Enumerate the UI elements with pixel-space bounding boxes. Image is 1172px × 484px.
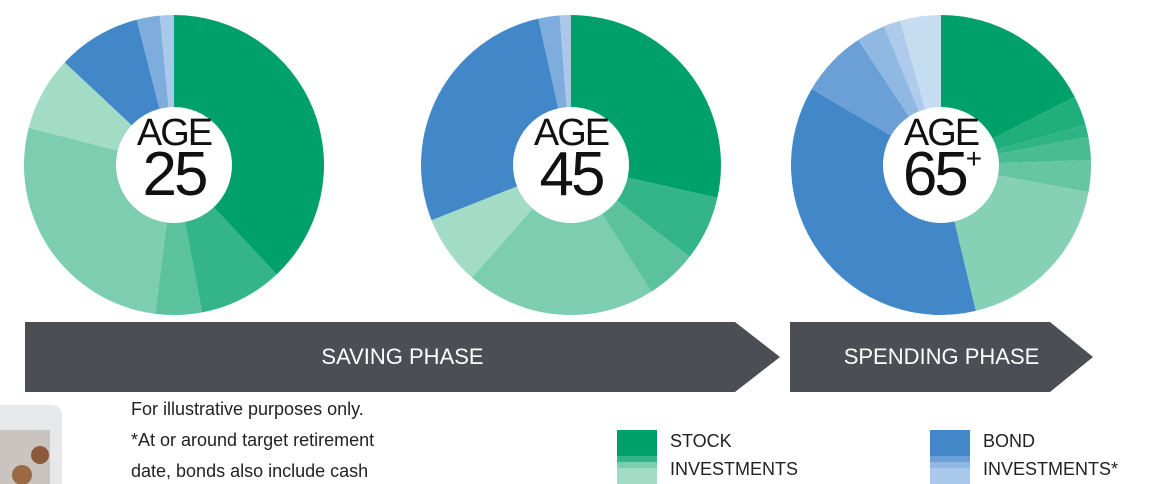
legend-label: BOND bbox=[983, 431, 1035, 451]
legend-label: INVESTMENTS* bbox=[983, 459, 1118, 479]
legend-swatch bbox=[930, 462, 970, 468]
legend-label: INVESTMENTS bbox=[670, 459, 798, 479]
legend-swatch bbox=[617, 456, 657, 462]
phase-label: SAVING PHASE bbox=[321, 344, 483, 369]
center-value-number: 45 bbox=[540, 140, 603, 209]
center-value-number: 65 bbox=[903, 140, 966, 209]
note-line: date, bonds also include cash bbox=[131, 461, 368, 481]
legend-swatch bbox=[617, 430, 657, 456]
legend-swatch bbox=[930, 456, 970, 462]
center-value-number: 25 bbox=[143, 140, 206, 209]
infographic: AGE25AGE45AGE65+SAVING PHASESPENDING PHA… bbox=[0, 0, 1172, 484]
legend-swatch bbox=[930, 430, 970, 456]
legend-label: STOCK bbox=[670, 431, 732, 451]
page: AGE25AGE45AGE65+SAVING PHASESPENDING PHA… bbox=[0, 0, 1172, 484]
jar-image bbox=[0, 405, 62, 484]
legend-swatch bbox=[930, 468, 970, 484]
legend-swatch bbox=[617, 462, 657, 468]
note-line: For illustrative purposes only. bbox=[131, 399, 364, 419]
legend-swatch bbox=[617, 468, 657, 484]
center-value: 25 bbox=[143, 140, 206, 209]
note-line: *At or around target retirement bbox=[131, 430, 374, 450]
phase-label: SPENDING PHASE bbox=[844, 344, 1040, 369]
center-value: 45 bbox=[540, 140, 603, 209]
center-value-sup: + bbox=[966, 143, 981, 174]
